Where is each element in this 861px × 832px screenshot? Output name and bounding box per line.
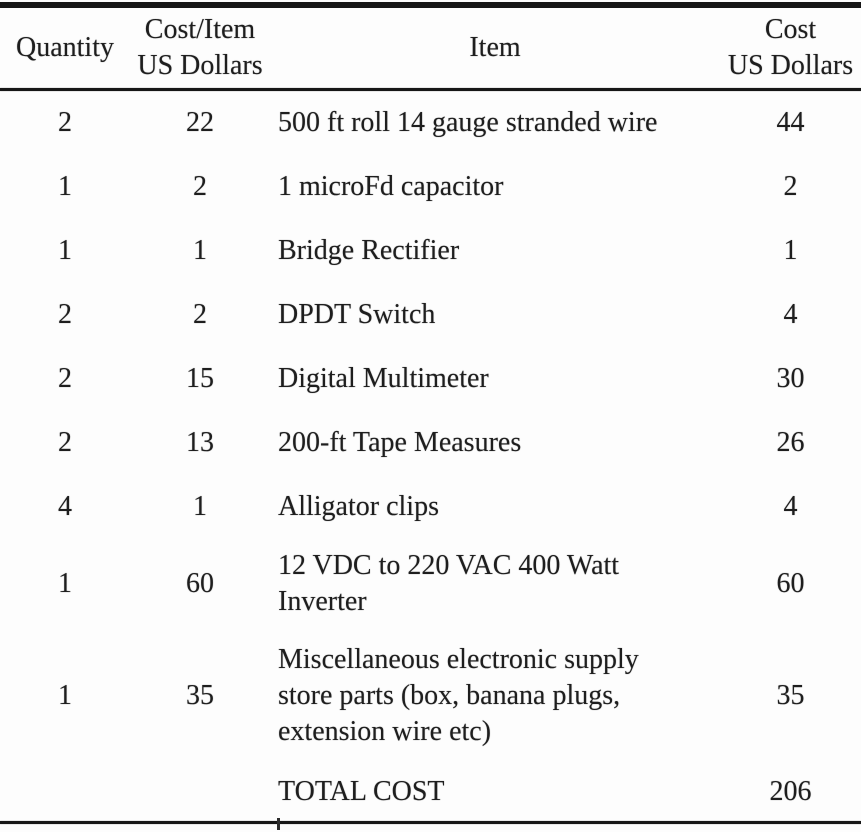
cell-cost-per-item-empty	[130, 763, 270, 821]
table-bottom-border	[0, 821, 861, 824]
table-top-border	[0, 2, 861, 8]
cell-item: 500 ft roll 14 gauge stranded wire	[278, 107, 658, 138]
cell-cost: 4	[783, 299, 798, 330]
cell-quantity: 2	[58, 299, 72, 330]
table-row-tape-measures: 2 13 200-ft Tape Measures 26	[0, 411, 861, 475]
table-row-bridge-rectifier: 1 1 Bridge Rectifier 1	[0, 219, 861, 283]
cell-cost: 44	[776, 107, 805, 138]
cell-cost-per-item: 2	[193, 299, 207, 330]
total-cost-value: 206	[769, 776, 812, 807]
cell-item: Bridge Rectifier	[278, 235, 460, 266]
column-header-cost: Cost US Dollars	[720, 8, 861, 88]
column-header-cost-per-item: Cost/Item US Dollars	[130, 8, 270, 88]
cell-quantity: 2	[58, 107, 72, 138]
cell-quantity: 2	[58, 363, 72, 394]
header-separator-rule	[0, 88, 861, 91]
cell-quantity: 2	[58, 427, 72, 458]
cell-item: 12 VDC to 220 VAC 400 Watt Inverter	[278, 550, 620, 617]
header-label-line1: Cost/Item	[144, 14, 256, 45]
cell-cost-per-item: 13	[186, 427, 214, 458]
cell-cost-per-item: 1	[193, 491, 207, 522]
table-row-alligator-clips: 4 1 Alligator clips 4	[0, 475, 861, 539]
header-label-line1: Cost	[764, 14, 817, 45]
table-row-capacitor: 1 2 1 microFd capacitor 2	[0, 155, 861, 219]
cell-item: Alligator clips	[278, 491, 439, 522]
column-header-item: Item	[270, 8, 720, 88]
cell-cost-per-item: 60	[186, 568, 214, 599]
cell-item: Digital Multimeter	[278, 363, 489, 394]
cell-quantity-empty	[0, 763, 130, 821]
cell-quantity: 1	[58, 680, 72, 711]
cell-cost: 26	[776, 427, 805, 458]
table-total-row: TOTAL COST 206	[0, 763, 861, 821]
column-boundary-tick	[277, 818, 280, 830]
cell-cost: 30	[776, 363, 805, 394]
table-header-row: Quantity Cost/Item US Dollars Item Cost …	[0, 8, 861, 88]
header-label: Quantity	[16, 32, 114, 63]
cell-quantity: 1	[58, 568, 72, 599]
header-label: Item	[469, 32, 521, 63]
cell-item: 1 microFd capacitor	[278, 171, 504, 202]
cell-cost: 1	[783, 235, 798, 266]
column-header-quantity: Quantity	[0, 8, 130, 88]
cell-item: DPDT Switch	[278, 299, 436, 330]
cell-cost: 2	[783, 171, 798, 202]
cell-item: 200-ft Tape Measures	[278, 427, 522, 458]
cell-cost-per-item: 35	[186, 680, 214, 711]
cell-item: Miscellaneous electronic supply store pa…	[278, 644, 639, 747]
header-label-line2: US Dollars	[727, 50, 854, 81]
table-row-inverter: 1 60 12 VDC to 220 VAC 400 Watt Inverter…	[0, 539, 861, 629]
cell-cost: 4	[783, 491, 798, 522]
cell-cost-per-item: 1	[193, 235, 207, 266]
cell-cost: 35	[776, 680, 805, 711]
table-row-miscellaneous-parts: 1 35 Miscellaneous electronic supply sto…	[0, 629, 861, 763]
cell-cost-per-item: 2	[193, 171, 207, 202]
table-row-dpdt-switch: 2 2 DPDT Switch 4	[0, 283, 861, 347]
cell-cost-per-item: 22	[186, 107, 214, 138]
cell-quantity: 4	[58, 491, 72, 522]
table-row-stranded-wire: 2 22 500 ft roll 14 gauge stranded wire …	[0, 91, 861, 155]
table-row-digital-multimeter: 2 15 Digital Multimeter 30	[0, 347, 861, 411]
cell-quantity: 1	[58, 171, 72, 202]
total-cost-label: TOTAL COST	[278, 776, 445, 807]
cell-quantity: 1	[58, 235, 72, 266]
cell-cost-per-item: 15	[186, 363, 214, 394]
cell-cost: 60	[776, 568, 805, 599]
header-label-line2: US Dollars	[137, 50, 263, 81]
